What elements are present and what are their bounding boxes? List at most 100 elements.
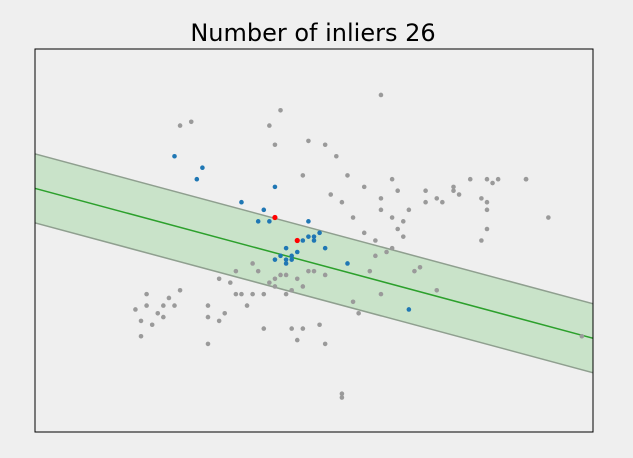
outlier-point-95 bbox=[406, 207, 412, 213]
outlier-point-36 bbox=[417, 265, 423, 270]
outlier-point-18 bbox=[395, 188, 401, 194]
outlier-point-15 bbox=[378, 207, 384, 213]
outlier-point-19 bbox=[423, 188, 428, 194]
outlier-point-97 bbox=[484, 207, 490, 213]
outlier-point-78 bbox=[149, 322, 155, 328]
outlier-point-90 bbox=[339, 395, 345, 400]
inlier-point-12 bbox=[300, 238, 306, 243]
inlier-point-21 bbox=[289, 257, 294, 262]
outlier-point-48 bbox=[283, 272, 289, 278]
outlier-point-13 bbox=[395, 226, 401, 232]
outlier-point-2 bbox=[322, 142, 328, 148]
outlier-point-68 bbox=[239, 291, 244, 297]
outlier-point-7 bbox=[339, 199, 345, 205]
sample-points bbox=[272, 214, 300, 244]
outlier-point-12 bbox=[389, 245, 395, 251]
outlier-point-4 bbox=[378, 92, 384, 98]
outlier-point-33 bbox=[546, 215, 551, 220]
outlier-point-6 bbox=[328, 192, 334, 197]
chart-title: Number of inliers 26 bbox=[190, 19, 435, 47]
outlier-point-56 bbox=[300, 284, 306, 289]
outlier-point-61 bbox=[267, 280, 272, 285]
outlier-point-11 bbox=[384, 249, 389, 255]
outlier-point-29 bbox=[490, 180, 495, 186]
outlier-point-47 bbox=[294, 337, 300, 343]
outlier-point-72 bbox=[205, 314, 211, 320]
inlier-point-25 bbox=[306, 219, 311, 224]
outlier-point-83 bbox=[144, 291, 149, 297]
inlier-point-13 bbox=[306, 234, 311, 239]
outlier-point-45 bbox=[322, 341, 328, 347]
outlier-point-101 bbox=[177, 123, 183, 128]
inlier-point-17 bbox=[322, 245, 328, 251]
outlier-point-88 bbox=[289, 326, 294, 331]
inlier-point-2 bbox=[194, 176, 200, 182]
outlier-point-1 bbox=[306, 138, 311, 144]
inlier-point-20 bbox=[283, 257, 289, 262]
outlier-point-89 bbox=[339, 391, 345, 397]
outlier-point-80 bbox=[138, 318, 144, 324]
outlier-point-69 bbox=[244, 303, 250, 308]
outlier-point-20 bbox=[423, 199, 428, 205]
outlier-point-17 bbox=[389, 215, 395, 220]
fitted-line bbox=[35, 187, 593, 340]
outlier-point-63 bbox=[233, 291, 239, 297]
outlier-point-41 bbox=[356, 310, 361, 316]
inlier-point-22 bbox=[278, 253, 283, 259]
outlier-point-67 bbox=[233, 268, 239, 274]
outlier-point-5 bbox=[345, 173, 350, 178]
outlier-point-50 bbox=[272, 276, 278, 282]
outlier-point-51 bbox=[278, 272, 283, 278]
outlier-point-93 bbox=[361, 184, 367, 190]
outlier-point-44 bbox=[317, 322, 322, 328]
outlier-point-98 bbox=[467, 176, 473, 182]
sample-point-0 bbox=[272, 214, 278, 221]
outlier-point-30 bbox=[495, 176, 501, 182]
outlier-point-96 bbox=[389, 176, 395, 182]
outlier-point-70 bbox=[222, 310, 228, 316]
band-lower-edge bbox=[35, 222, 593, 374]
outlier-point-92 bbox=[400, 219, 406, 224]
outlier-point-94 bbox=[300, 173, 306, 178]
outlier-point-16 bbox=[378, 196, 384, 201]
outlier-point-42 bbox=[350, 299, 356, 305]
inlier-point-18 bbox=[345, 261, 350, 266]
outlier-point-57 bbox=[311, 268, 317, 274]
inlier-point-23 bbox=[272, 257, 278, 262]
inlier-point-15 bbox=[317, 230, 322, 236]
outlier-point-86 bbox=[205, 341, 211, 347]
inlier-point-8 bbox=[289, 253, 294, 259]
outlier-point-53 bbox=[289, 287, 294, 293]
outlier-point-55 bbox=[306, 268, 311, 274]
inlier-point-14 bbox=[311, 234, 317, 239]
outlier-point-28 bbox=[484, 176, 490, 182]
inlier-point-7 bbox=[272, 184, 278, 190]
outlier-point-34 bbox=[484, 226, 490, 232]
outlier-point-82 bbox=[144, 303, 149, 308]
outlier-point-26 bbox=[479, 196, 484, 201]
outlier-point-91 bbox=[579, 333, 585, 339]
outlier-point-40 bbox=[378, 291, 384, 297]
outlier-point-21 bbox=[434, 196, 440, 201]
outlier-point-79 bbox=[155, 310, 161, 316]
inlier-point-9 bbox=[283, 245, 289, 251]
outlier-point-24 bbox=[456, 192, 462, 197]
outlier-point-32 bbox=[523, 176, 529, 182]
outlier-point-10 bbox=[373, 238, 378, 243]
sample-point-1 bbox=[294, 237, 300, 244]
outlier-point-35 bbox=[479, 238, 484, 243]
outlier-point-99 bbox=[272, 142, 278, 148]
outlier-point-76 bbox=[172, 303, 177, 308]
outlier-point-49 bbox=[272, 284, 278, 289]
outlier-point-43 bbox=[434, 287, 440, 293]
outlier-point-87 bbox=[261, 326, 267, 331]
outlier-point-52 bbox=[283, 291, 289, 297]
outlier-point-66 bbox=[228, 280, 233, 285]
outlier-point-81 bbox=[138, 333, 144, 339]
outlier-point-0 bbox=[267, 123, 272, 128]
outlier-point-9 bbox=[361, 230, 367, 236]
outlier-point-23 bbox=[451, 188, 456, 194]
inlier-point-1 bbox=[200, 165, 205, 171]
outlier-point-39 bbox=[367, 268, 373, 274]
